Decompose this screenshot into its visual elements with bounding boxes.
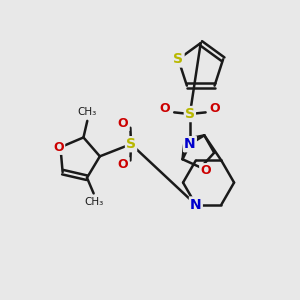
Text: O: O xyxy=(209,102,220,115)
Text: CH₃: CH₃ xyxy=(84,197,103,207)
Text: O: O xyxy=(118,117,128,130)
Text: O: O xyxy=(160,102,170,115)
Text: O: O xyxy=(118,158,128,171)
Text: S: S xyxy=(173,52,183,66)
Text: S: S xyxy=(126,137,136,151)
Text: N: N xyxy=(184,137,196,151)
Text: N: N xyxy=(184,137,196,151)
Text: O: O xyxy=(200,164,211,177)
Text: S: S xyxy=(185,107,195,121)
Text: O: O xyxy=(118,117,128,130)
Text: N: N xyxy=(190,198,202,212)
Text: O: O xyxy=(53,141,64,154)
Text: O: O xyxy=(200,164,211,177)
Text: CH₃: CH₃ xyxy=(78,107,97,117)
Text: O: O xyxy=(160,102,170,115)
Text: O: O xyxy=(209,102,220,115)
Text: O: O xyxy=(53,141,64,154)
Text: S: S xyxy=(185,107,195,121)
Text: S: S xyxy=(173,52,183,66)
Text: N: N xyxy=(190,198,202,212)
Text: O: O xyxy=(118,158,128,171)
Text: S: S xyxy=(126,137,136,151)
